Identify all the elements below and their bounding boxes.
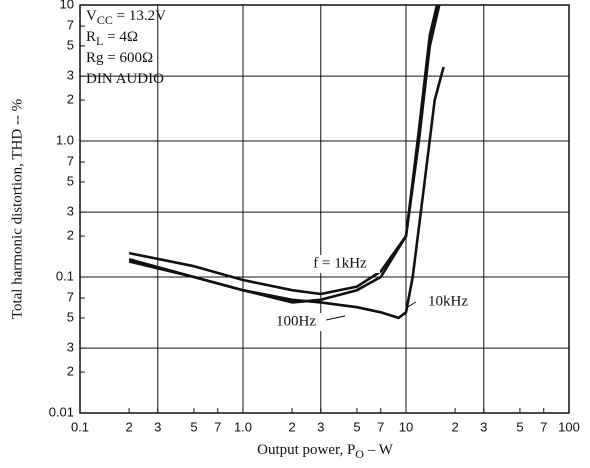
y-tick-label: 3	[67, 68, 74, 83]
y-tick-label: 7	[67, 290, 74, 305]
annotation-main: V	[86, 8, 97, 24]
x-tick-label: 5	[353, 419, 360, 434]
plot-frame	[79, 4, 570, 414]
y-tick-label: 5	[67, 37, 74, 52]
annotation: RL = 4Ω	[86, 29, 138, 47]
x-tick-label: 7	[540, 419, 547, 434]
annotation: DIN AUDIO	[86, 71, 164, 87]
y-tick-label: 3	[67, 204, 74, 219]
curve-label: 100Hz	[276, 313, 316, 329]
annotation-main: R	[86, 29, 96, 45]
annotation-main: DIN AUDIO	[86, 71, 164, 87]
annotation-sub: CC	[97, 13, 113, 27]
x-tick-label: 5	[190, 419, 197, 434]
label-bg	[416, 293, 480, 311]
x-tick-label: 0.1	[71, 419, 89, 434]
leader	[405, 301, 417, 309]
x-tick-label: 7	[377, 419, 384, 434]
curve-label: 10kHz	[428, 293, 468, 309]
annotation-rest: = 4Ω	[103, 29, 138, 45]
x-tick-label: 100	[558, 419, 580, 434]
y-tick-label: 7	[67, 154, 74, 169]
x-tick-label: 2	[288, 419, 295, 434]
y-tick-label: 2	[67, 363, 74, 378]
y-tick-label: 5	[67, 173, 74, 188]
series-line	[128, 4, 441, 296]
x-tick-label: 2	[451, 419, 458, 434]
x-tick-label: 5	[516, 419, 523, 434]
x-tick-label: 1.0	[234, 419, 252, 434]
label-bg	[266, 313, 326, 331]
annotation: Rg = 600Ω	[86, 50, 153, 66]
series-line	[128, 66, 445, 320]
x-tick-label: 2	[125, 419, 132, 434]
y-tick-label: 3	[67, 340, 74, 355]
y-tick-label: 2	[67, 227, 74, 242]
y-tick-label: 5	[67, 309, 74, 324]
x-tick-label: 3	[154, 419, 161, 434]
curve-label: f = 1kHz	[313, 255, 367, 271]
annotation-rest: = 13.2V	[113, 8, 166, 24]
leader	[325, 315, 346, 321]
x-tick-label: 7	[214, 419, 221, 434]
annotation-sub: L	[96, 34, 103, 48]
y-tick-label: 7	[67, 18, 74, 33]
label-bg	[300, 255, 380, 273]
y-tick-label: 0.01	[49, 404, 74, 419]
annotation: VCC = 13.2V	[86, 8, 166, 26]
y-tick-label: 0.1	[56, 268, 74, 283]
y-tick-label: 2	[67, 91, 74, 106]
x-axis-label: Output power, PO – W	[257, 442, 394, 460]
y-tick-label: 10	[60, 0, 74, 11]
y-axis-label: Total harmonic distortion, THD -- %	[9, 99, 25, 319]
x-tick-label: 10	[399, 419, 413, 434]
annotation-main: Rg = 600Ω	[86, 50, 153, 66]
x-tick-label: 3	[317, 419, 324, 434]
x-tick-label: 3	[480, 419, 487, 434]
y-tick-label: 1.0	[56, 132, 74, 147]
